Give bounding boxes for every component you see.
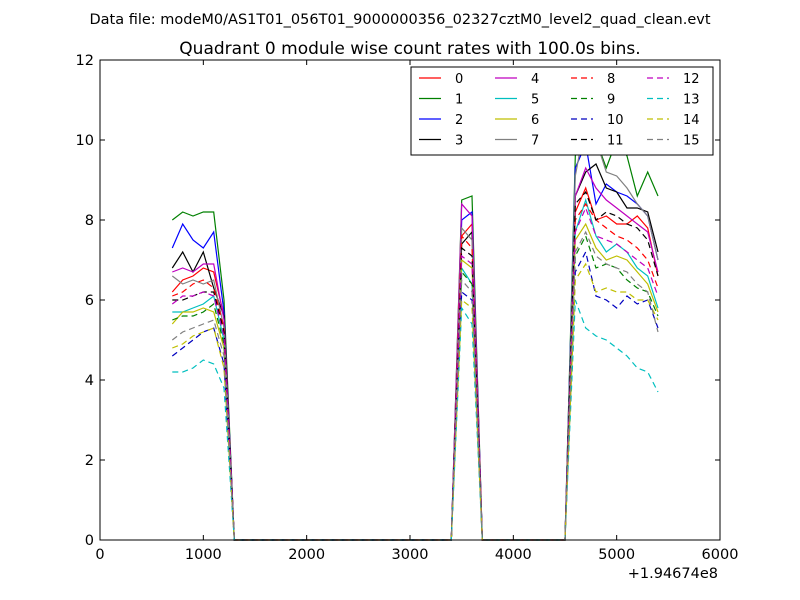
y-tick-label: 12	[76, 53, 94, 69]
y-tick-label: 10	[76, 133, 94, 149]
legend-label-13: 13	[683, 93, 700, 108]
x-tick-label: 3000	[392, 547, 429, 563]
legend-label-8: 8	[607, 72, 615, 87]
legend-box	[410, 66, 714, 156]
x-offset-label: +1.94674e8	[628, 566, 718, 582]
legend-label-2: 2	[455, 113, 463, 128]
legend-label-0: 0	[455, 72, 463, 87]
legend-label-14: 14	[683, 113, 700, 128]
legend-label-6: 6	[531, 113, 539, 128]
legend-label-9: 9	[607, 93, 615, 108]
series-line-15	[171, 230, 659, 541]
y-tick-label: 4	[85, 373, 94, 389]
y-tick-label: 0	[85, 533, 94, 549]
x-tick-label: 2000	[288, 547, 325, 563]
x-tick-label: 5000	[598, 547, 635, 563]
legend-label-15: 15	[683, 134, 700, 149]
x-tick-label: 1000	[185, 547, 222, 563]
legend-label-1: 1	[455, 93, 463, 108]
legend-label-11: 11	[607, 134, 624, 149]
x-tick-label: 4000	[495, 547, 532, 563]
chart-title: Quadrant 0 module wise count rates with …	[179, 39, 640, 59]
x-tick-label: 0	[95, 547, 104, 563]
chart-supertitle: Data file: modeM0/AS1T01_056T01_90000003…	[89, 12, 710, 28]
y-tick-label: 6	[85, 293, 94, 309]
legend-label-4: 4	[531, 72, 539, 87]
legend-label-10: 10	[607, 113, 624, 128]
y-tick-label: 8	[85, 213, 94, 229]
legend-label-7: 7	[531, 134, 539, 149]
legend-label-12: 12	[683, 72, 700, 87]
legend-label-3: 3	[455, 134, 463, 149]
legend-label-5: 5	[531, 93, 539, 108]
x-tick-label: 6000	[702, 547, 739, 563]
y-tick-label: 2	[85, 453, 94, 469]
